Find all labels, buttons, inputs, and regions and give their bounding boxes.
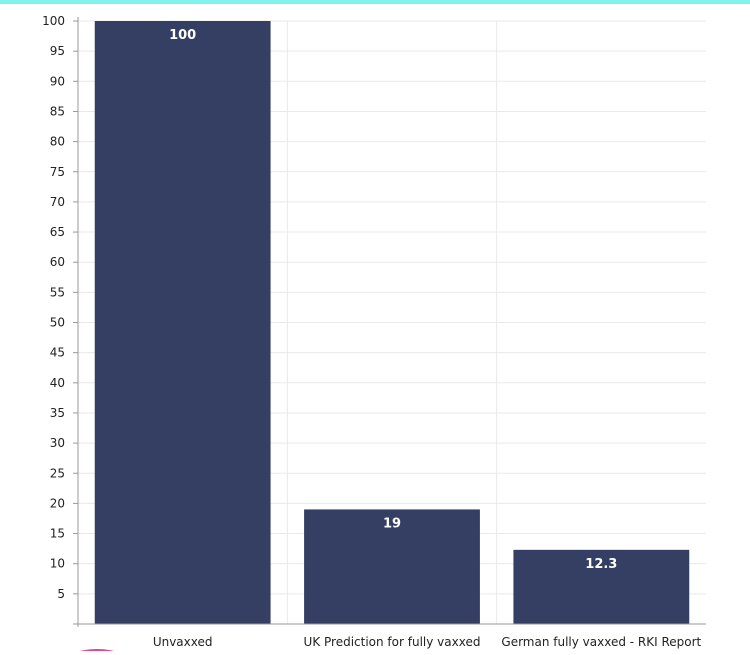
- data-label: 19: [383, 516, 401, 531]
- y-tick-label: 40: [50, 376, 65, 390]
- x-tick-label: German fully vaxxed - RKI Report: [501, 635, 701, 649]
- top-accent-strip: [0, 0, 750, 4]
- y-tick-label: 65: [50, 225, 65, 239]
- data-label: 100: [169, 28, 196, 43]
- y-tick-label: 100: [42, 14, 65, 28]
- bars-layer: [94, 21, 690, 624]
- y-tick-label: 20: [50, 496, 65, 510]
- y-tick-label: 70: [50, 195, 65, 209]
- y-tick-label: 75: [50, 165, 65, 179]
- bar: [513, 549, 690, 624]
- y-tick-label: 30: [50, 436, 65, 450]
- bar: [94, 21, 271, 624]
- y-tick-label: 10: [50, 557, 65, 571]
- data-label: 12.3: [585, 557, 617, 572]
- y-tick-label: 95: [50, 44, 65, 58]
- labels-layer: 5 10 15 20 25 30 35 40 45 50 55 60 65 70 75 80 85 90 95 100…: [42, 14, 701, 649]
- y-tick-label: 45: [50, 346, 65, 360]
- y-tick-label: 5: [57, 587, 65, 601]
- y-tick-label: 15: [50, 527, 65, 541]
- y-tick-label: 35: [50, 406, 65, 420]
- y-tick-label: 50: [50, 316, 65, 330]
- axis-layer: [73, 17, 706, 627]
- y-tick-label: 85: [50, 104, 65, 118]
- x-tick-label: UK Prediction for fully vaxxed: [304, 635, 481, 649]
- y-tick-label: 90: [50, 74, 65, 88]
- y-tick-label: 55: [50, 285, 65, 299]
- x-tick-label: Unvaxxed: [153, 635, 213, 649]
- y-tick-label: 25: [50, 466, 65, 480]
- bar: [304, 509, 480, 624]
- y-tick-label: 80: [50, 135, 65, 149]
- y-tick-label: 60: [50, 255, 65, 269]
